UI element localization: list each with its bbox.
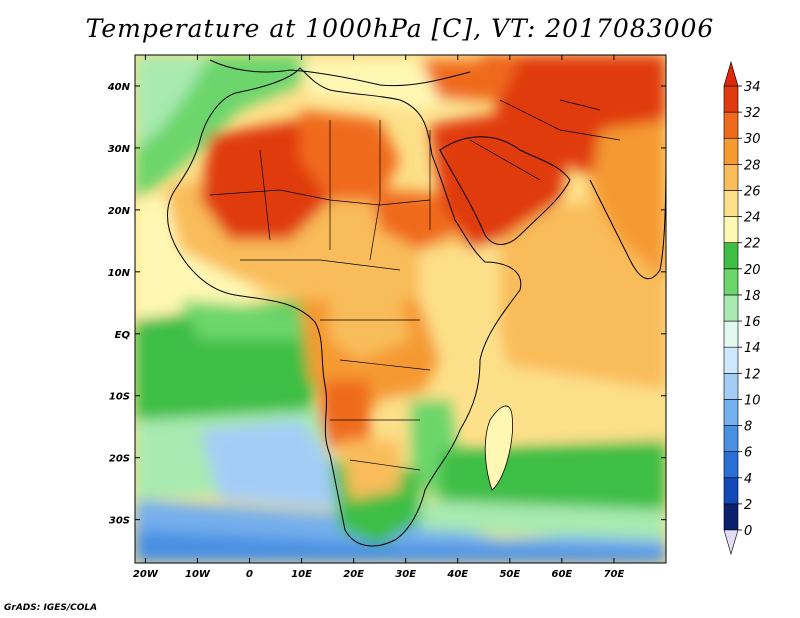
colorbar-tick-label: 0 [744, 524, 752, 539]
colorbar-tick-label: 20 [744, 263, 761, 278]
region-sahel-east [370, 190, 460, 250]
colorbar-over-triangle [723, 60, 739, 87]
colorbar-tick-label: 32 [744, 106, 761, 121]
arabia-coastline [439, 136, 571, 245]
europe-coastline [209, 59, 471, 87]
colorbar-tick-label: 34 [744, 80, 761, 95]
colorbar-tick-label: 28 [744, 158, 761, 173]
colorbar-tick-label: 14 [744, 341, 761, 356]
colorbar-swatch [723, 268, 739, 296]
india-coastline [589, 149, 666, 280]
lon-tick-label: 50E [499, 569, 520, 580]
colorbar-tick-label: 18 [744, 289, 761, 304]
colorbar-swatch [723, 164, 739, 191]
lon-tick-label: 30E [395, 569, 416, 580]
map-frame [134, 54, 667, 564]
lon-tick-label: 40E [446, 569, 468, 580]
latitude-ticks: 40N 30N 20N 10N EQ 10S 20S 30S [107, 82, 666, 527]
region-indian-ocean-tropical [470, 360, 666, 440]
region-sahara-center [300, 110, 400, 200]
lat-tick-label: 10N [108, 268, 131, 279]
colorbar-swatch [723, 451, 739, 479]
colorbar-under-triangle [723, 529, 739, 556]
lon-tick-label: 20E [343, 569, 364, 580]
colorbar-tick-label: 22 [744, 237, 761, 252]
region-arabia [430, 110, 570, 250]
lon-tick-label: 10W [185, 569, 211, 580]
lat-tick-label: 20N [108, 206, 131, 217]
colorbar-swatch [723, 372, 739, 400]
colorbar-swatch [723, 242, 739, 270]
lat-tick-label: 10S [109, 392, 130, 403]
colorbar-swatch [723, 216, 739, 244]
colorbar-swatch [723, 85, 739, 113]
region-atlantic-edge [135, 55, 210, 150]
region-arabian-sea [500, 200, 666, 420]
africa-coastline [167, 67, 522, 547]
region-gulf-of-guinea [180, 300, 300, 340]
colorbar-tick-label: 10 [744, 393, 761, 408]
colorbar-tick-label: 16 [744, 315, 761, 330]
region-india [590, 120, 666, 280]
region-angola [320, 380, 370, 450]
colorbar-tick-label: 6 [744, 446, 752, 461]
lon-tick-label: 70E [604, 569, 625, 580]
lat-tick-label: EQ [115, 330, 131, 341]
lon-tick-label: 10E [291, 569, 312, 580]
region-indian-ocean-south-cool [420, 500, 666, 540]
colorbar-swatch [723, 399, 739, 426]
region-kalahari [340, 440, 400, 500]
region-congo [330, 300, 410, 360]
colorbar-swatch [723, 190, 739, 217]
lat-tick-label: 40N [107, 82, 131, 93]
colorbar-tick-label: 26 [744, 184, 761, 199]
region-southern-ocean-deep [135, 530, 666, 563]
colorbar-tick-label: 30 [744, 132, 761, 147]
country-borders [209, 99, 621, 471]
colorbar-tick-label: 24 [744, 211, 761, 226]
map-title: Temperature at 1000hPa [C], VT: 20170830… [85, 14, 715, 43]
lat-tick-label: 30S [109, 516, 130, 527]
longitude-ticks: 20W 10W 0 10E 20E 30E 40E 50E 60E 70E [133, 55, 625, 580]
colorbar-tick-label: 8 [744, 420, 752, 435]
lat-tick-label: 20S [109, 454, 130, 465]
temperature-field [135, 55, 666, 563]
lon-tick-label: 20W [133, 569, 159, 580]
colorbar-swatch [723, 477, 739, 505]
region-south-atlantic-cold [200, 420, 340, 510]
colorbar-swatch [723, 346, 739, 374]
colorbar-swatch [723, 503, 739, 531]
colorbar-tick-label: 2 [744, 498, 752, 513]
colorbar-swatch [723, 425, 739, 452]
colorbar-swatch [723, 137, 739, 165]
grads-credit: GrADS: IGES/COLA [4, 603, 98, 613]
lon-tick-label: 0 [246, 569, 253, 580]
colorbar-tick-label: 4 [744, 472, 752, 487]
region-east-africa [420, 240, 520, 360]
colorbar-swatch [723, 111, 739, 139]
lon-tick-label: 60E [552, 569, 573, 580]
colorbar-tick-label: 12 [744, 367, 761, 382]
colorbar-swatch [723, 294, 739, 322]
region-turkey [420, 60, 520, 100]
colorbar-swatch [723, 320, 739, 348]
lat-tick-label: 30N [108, 144, 131, 155]
madagascar-outline [484, 405, 513, 491]
